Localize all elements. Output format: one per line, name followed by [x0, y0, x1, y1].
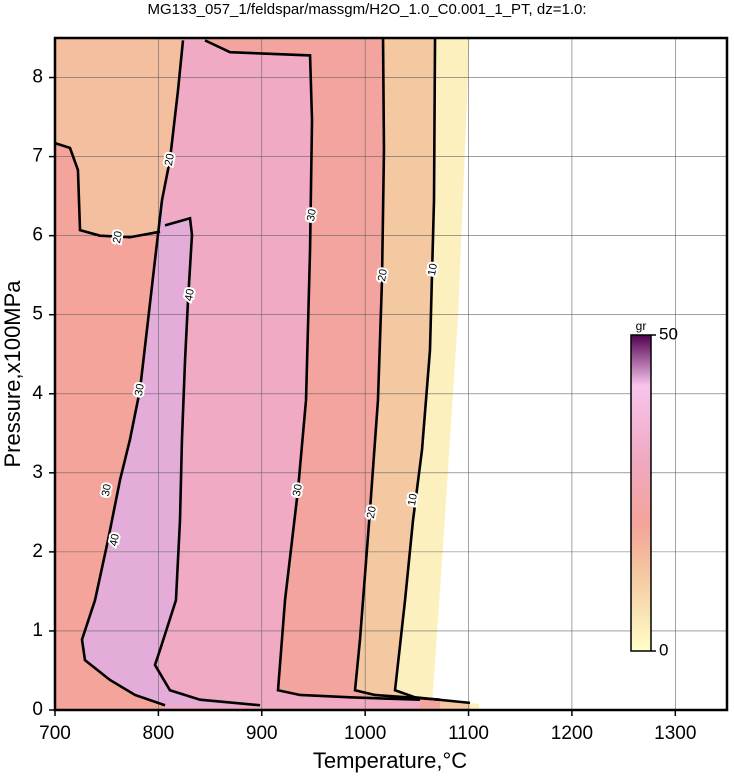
- colorbar-label: gr: [636, 319, 647, 333]
- contour-line: [153, 216, 261, 707]
- contour-label: 30: [100, 483, 114, 497]
- contour-line: [153, 40, 185, 261]
- contour-label: 20: [365, 505, 379, 519]
- y-tick-label: 6: [32, 225, 43, 246]
- x-tick-label: 1100: [448, 723, 489, 744]
- contour-line: [353, 38, 441, 702]
- contour-label: 20: [376, 268, 390, 282]
- fills: [55, 38, 479, 710]
- contour-labels: 10 10 20 20 30 30 40 20 30 30 40 20: [98, 151, 442, 549]
- contour-line: [393, 38, 471, 705]
- y-tick-label: 5: [32, 304, 43, 325]
- y-tick-label: 1: [32, 620, 43, 641]
- plot-frame: [53, 36, 729, 712]
- colorbar-tick-label: 0: [659, 640, 668, 659]
- x-tick-label: 1000: [344, 723, 386, 744]
- x-tick-label: 900: [246, 723, 278, 744]
- contour-label: 40: [183, 288, 197, 302]
- contours: [55, 38, 471, 707]
- region: [81, 200, 261, 706]
- colorbar-tick-label: 50: [659, 324, 678, 343]
- y-axis-title: Pressure,x100MPa: [0, 280, 25, 468]
- x-tick-label: 700: [39, 723, 71, 744]
- contour-label: 10: [406, 493, 420, 507]
- region: [55, 38, 183, 238]
- contour-line: [80, 260, 166, 707]
- contour-line: [204, 39, 420, 702]
- colorbar: [630, 334, 652, 652]
- axes: 700 800 900 1000 1100 1200 1300 0 1 2 3 4 5 6 7 8 gr 0 50: [32, 36, 729, 744]
- y-tick-label: 3: [32, 462, 43, 483]
- contour-label: 10: [426, 263, 440, 277]
- y-tick-label: 8: [32, 67, 43, 88]
- chart-title: MG133_057_1/feldspar/massgm/H2O_1.0_C0.0…: [147, 1, 586, 18]
- y-tick-label: 4: [32, 383, 43, 404]
- x-axis-title: Temperature,°C: [313, 748, 467, 773]
- contour-label: 20: [111, 230, 125, 244]
- contour-line: [55, 141, 161, 239]
- x-tick-label: 1300: [654, 723, 696, 744]
- contour-label: 30: [291, 483, 305, 497]
- x-tick-label: 1200: [551, 723, 593, 744]
- contour-label: 30: [305, 208, 319, 222]
- x-tick-label: 800: [143, 723, 175, 744]
- contour-label: 40: [108, 533, 122, 547]
- contour-label: 20: [163, 153, 177, 167]
- y-tick-label: 2: [32, 541, 43, 562]
- y-tick-label: 7: [32, 146, 43, 167]
- y-tick-label: 0: [32, 699, 43, 720]
- contour-label: 30: [133, 383, 147, 397]
